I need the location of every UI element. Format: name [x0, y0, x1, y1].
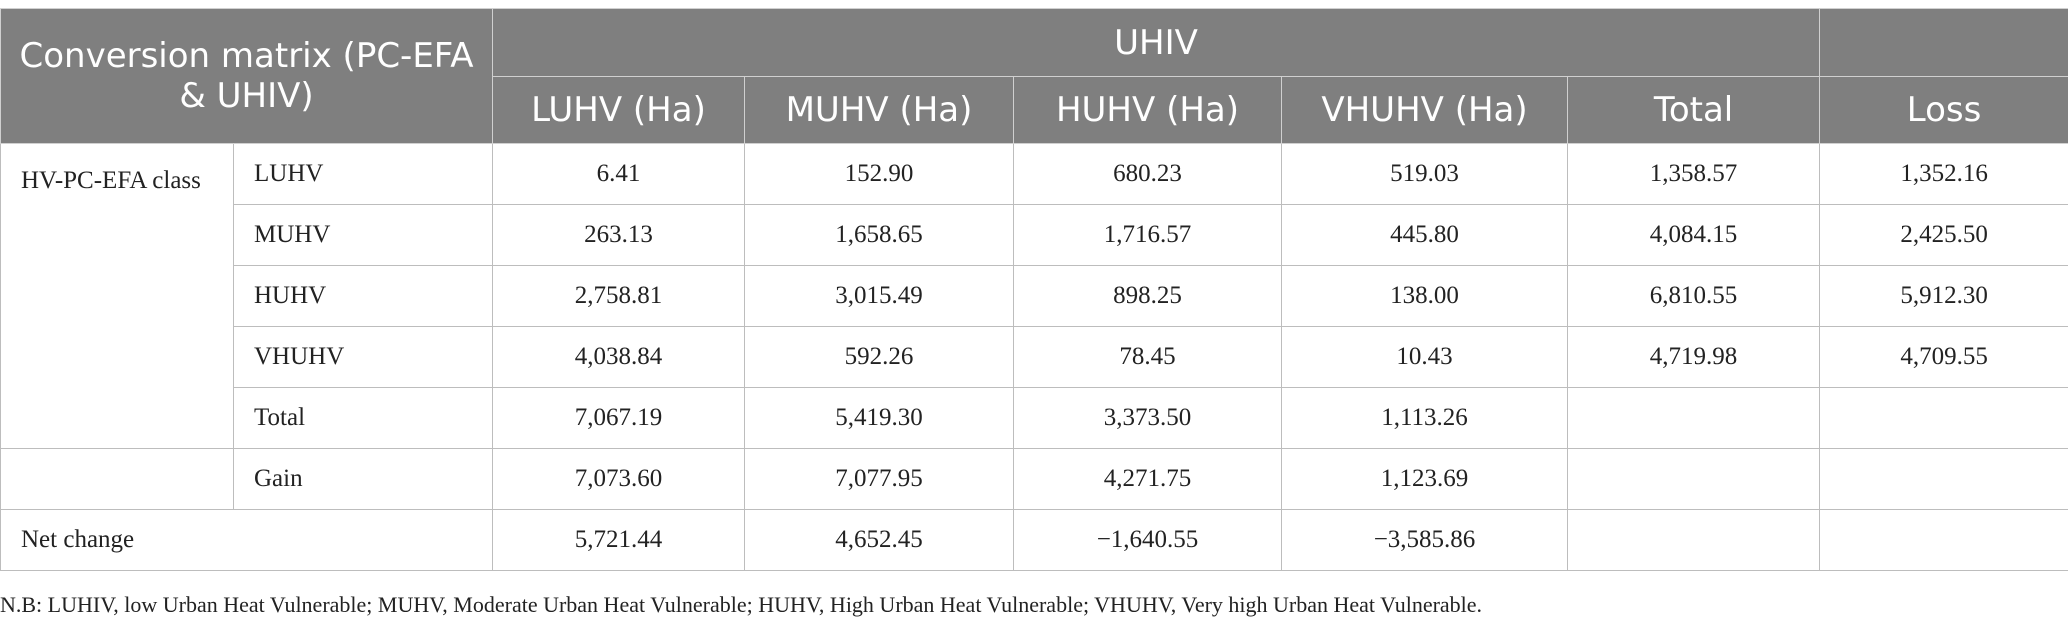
table-cell — [1566, 448, 1821, 510]
footnote: N.B: LUHIV, low Urban Heat Vulnerable; M… — [0, 592, 1483, 617]
column-header: VHUHV (Ha) — [1281, 76, 1568, 144]
table-row: Total 7,067.19 5,419.30 3,373.50 1,113.2… — [1, 387, 2068, 449]
table-cell: 4,271.75 — [1013, 448, 1282, 510]
column-header: LUHV (Ha) — [492, 76, 745, 144]
row-label: Total — [233, 387, 493, 449]
table-cell: 1,123.69 — [1281, 448, 1568, 510]
table-cell: 5,721.44 — [492, 509, 745, 571]
row-label: VHUHV — [233, 326, 493, 388]
table-row: HV-PC-EFA class LUHV 6.41 152.90 680.23 … — [0, 143, 2068, 449]
header-row-1: Conversion matrix (PC-EFA & UHIV) UHIV — [0, 8, 2068, 144]
blank-header — [1819, 8, 2068, 77]
table-cell: 592.26 — [744, 326, 1014, 388]
table-cell: 3,373.50 — [1013, 387, 1282, 449]
table-cell: 78.45 — [1013, 326, 1282, 388]
table-cell: 3,015.49 — [744, 265, 1014, 327]
row-label: Net change — [0, 509, 493, 571]
table-row: HUHV 2,758.81 3,015.49 898.25 138.00 6,8… — [1, 265, 2068, 327]
table-cell: 2,758.81 — [492, 265, 745, 327]
table-cell: 4,719.98 — [1566, 326, 1821, 388]
table-cell: 2,425.50 — [1819, 204, 2068, 266]
table-cell: 4,084.15 — [1566, 204, 1821, 266]
table-cell: 445.80 — [1281, 204, 1568, 266]
table-cell: 1,113.26 — [1281, 387, 1568, 449]
column-header: Total — [1566, 76, 1821, 144]
table-cell: 1,358.57 — [1566, 143, 1821, 205]
row-label: MUHV — [233, 204, 493, 266]
row-label: LUHV — [233, 143, 493, 205]
table-row: VHUHV 4,038.84 592.26 78.45 10.43 4,719.… — [1, 326, 2068, 388]
empty-cell — [0, 448, 234, 510]
column-header: Loss — [1819, 76, 2068, 144]
table-cell: 6.41 — [492, 143, 745, 205]
table-cell: −1,640.55 — [1013, 509, 1282, 571]
row-label: HUHV — [233, 265, 493, 327]
table-cell: 7,073.60 — [492, 448, 745, 510]
column-header: HUHV (Ha) — [1013, 76, 1282, 144]
table-cell — [1819, 509, 2068, 571]
table-cell — [1566, 387, 1821, 449]
table-cell: 1,716.57 — [1013, 204, 1282, 266]
table-cell: 6,810.55 — [1566, 265, 1821, 327]
table-cell: 7,077.95 — [744, 448, 1014, 510]
table-cell: 5,912.30 — [1819, 265, 2068, 327]
table-cell: 898.25 — [1013, 265, 1282, 327]
table-cell: 1,658.65 — [744, 204, 1014, 266]
conversion-matrix-table: Conversion matrix (PC-EFA & UHIV) UHIV L… — [0, 8, 2068, 571]
row-group-label: HV-PC-EFA class — [0, 143, 234, 449]
table-cell — [1819, 448, 2068, 510]
table-cell: 10.43 — [1281, 326, 1568, 388]
gain-row: Gain 7,073.60 7,077.95 4,271.75 1,123.69 — [0, 448, 2068, 510]
column-header: MUHV (Ha) — [744, 76, 1014, 144]
table-cell: 519.03 — [1281, 143, 1568, 205]
table-cell: 4,652.45 — [744, 509, 1014, 571]
table-cell: 5,419.30 — [744, 387, 1014, 449]
table-cell: 152.90 — [744, 143, 1014, 205]
table-cell — [1566, 509, 1821, 571]
header-row-2: LUHV (Ha) MUHV (Ha) HUHV (Ha) VHUHV (Ha)… — [1, 76, 2068, 144]
uhiv-group-header: UHIV — [491, 8, 1821, 77]
table-cell: 7,067.19 — [492, 387, 745, 449]
row-label: Gain — [233, 448, 493, 510]
table-cell: 680.23 — [1013, 143, 1282, 205]
table-cell — [1819, 387, 2068, 449]
table-cell: 1,352.16 — [1819, 143, 2068, 205]
table-row: MUHV 263.13 1,658.65 1,716.57 445.80 4,0… — [1, 204, 2068, 266]
table-cell: 138.00 — [1281, 265, 1568, 327]
table-cell: −3,585.86 — [1281, 509, 1568, 571]
net-change-row: Net change 5,721.44 4,652.45 −1,640.55 −… — [0, 509, 2068, 571]
corner-header: Conversion matrix (PC-EFA & UHIV) — [0, 8, 493, 144]
table-cell: 263.13 — [492, 204, 745, 266]
table-cell: 4,709.55 — [1819, 326, 2068, 388]
table-cell: 4,038.84 — [492, 326, 745, 388]
